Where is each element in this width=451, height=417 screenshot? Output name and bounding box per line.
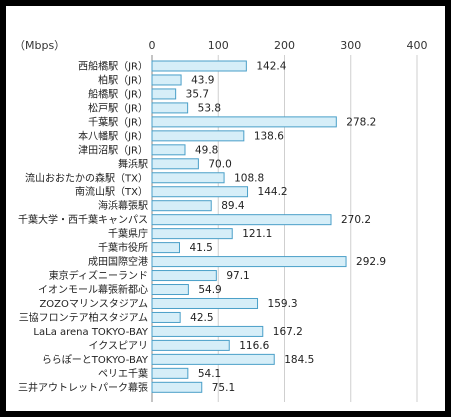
- value-label: 144.2: [258, 186, 288, 198]
- value-label: 75.1: [212, 382, 235, 394]
- value-label: 292.9: [356, 256, 386, 268]
- bar: [151, 200, 212, 212]
- bar: [151, 311, 181, 323]
- category-label: イオンモール幕張新都心: [38, 283, 148, 296]
- bar: [151, 270, 217, 282]
- value-label: 70.0: [208, 158, 231, 170]
- value-label: 159.3: [268, 298, 298, 310]
- bar: [151, 158, 199, 170]
- value-label: 167.2: [273, 326, 303, 338]
- category-label: 南流山駅（TX）: [75, 185, 148, 198]
- value-label: 89.4: [221, 200, 245, 212]
- category-label: 千葉大学・西千葉キャンパス: [18, 213, 148, 226]
- bar: [151, 130, 245, 142]
- category-label: 海浜幕張駅: [98, 199, 148, 212]
- bar: [151, 186, 249, 198]
- category-label: ZOZOマリンスタジアム: [39, 298, 148, 310]
- x-tick-label: 400: [407, 39, 428, 52]
- category-label: 松戸駅（JR）: [88, 101, 148, 114]
- category-label: 千葉市役所: [98, 241, 148, 254]
- category-label: 船橋駅（JR）: [88, 87, 148, 100]
- value-label: 138.6: [254, 130, 284, 142]
- bar: [151, 228, 233, 240]
- value-label: 121.1: [242, 228, 272, 240]
- bar: [151, 381, 203, 393]
- value-label: 53.8: [198, 102, 221, 114]
- value-label: 54.9: [198, 284, 221, 296]
- category-label: 津田沼駅（JR）: [78, 143, 148, 156]
- bar: [151, 60, 247, 72]
- value-label: 278.2: [346, 116, 376, 128]
- category-label: 舞浜駅: [118, 158, 148, 170]
- category-labels: 西船橋駅（JR）柏駅（JR）船橋駅（JR）松戸駅（JR）千葉駅（JR）本八幡駅（…: [18, 60, 149, 394]
- bar: [151, 284, 189, 296]
- bar: [151, 144, 186, 156]
- value-label: 49.8: [195, 144, 218, 156]
- bar: [151, 74, 182, 86]
- bar: [151, 367, 189, 379]
- bar: [151, 297, 259, 309]
- category-label: ペリエ千葉: [98, 367, 148, 380]
- x-tick-label: 0: [149, 39, 156, 52]
- category-label: 流山おおたかの森駅（TX）: [25, 171, 148, 184]
- value-label: 35.7: [186, 88, 209, 100]
- value-label: 41.5: [189, 242, 212, 254]
- bar: [151, 256, 347, 268]
- category-label: 成田国際空港: [88, 255, 148, 268]
- x-axis-ticks: 0 100 200 300 400: [149, 39, 428, 52]
- category-label: ららぽーとTOKYO-BAY: [42, 354, 149, 366]
- category-label: 東京ディズニーランド: [49, 269, 148, 282]
- unit-label: （Mbps）: [14, 39, 65, 52]
- value-label: 108.8: [234, 172, 264, 184]
- category-label: 三井アウトレットパーク幕張: [18, 381, 148, 394]
- category-label: 本八幡駅（JR）: [78, 129, 148, 142]
- bar: [151, 88, 177, 100]
- x-tick-label: 200: [274, 39, 295, 52]
- bar: [151, 172, 225, 184]
- value-label: 116.6: [239, 340, 269, 352]
- category-label: LaLa arena TOKYO-BAY: [33, 327, 148, 338]
- bar: [151, 214, 332, 226]
- bar: [151, 242, 180, 254]
- category-label: 柏駅（JR）: [98, 73, 148, 86]
- value-labels: 142.4 43.9 35.7 53.8 278.2 138.6 49.8 70.0108.8…: [186, 61, 386, 394]
- value-label: 97.1: [226, 270, 249, 282]
- category-label: イクスピアリ: [89, 340, 149, 352]
- x-tick-label: 300: [340, 39, 361, 52]
- chart-panel: （Mbps） 0 100 200 300 400 西船橋駅（JR） 柏駅（JR） 船橋駅（J…: [6, 6, 445, 411]
- category-label: 西船橋駅（JR）: [78, 60, 148, 73]
- value-label: 184.5: [284, 354, 314, 366]
- category-label: 千葉県庁: [108, 227, 148, 240]
- category-label: 千葉駅（JR）: [88, 115, 148, 128]
- bar: [151, 102, 189, 114]
- value-label: 43.9: [191, 74, 214, 86]
- category-label: 三協フロンテア柏スタジアム: [19, 311, 148, 324]
- bar: [151, 339, 230, 351]
- value-label: 142.4: [256, 61, 286, 73]
- bar: [151, 116, 337, 128]
- value-label: 270.2: [341, 214, 371, 226]
- bar: [151, 325, 264, 337]
- bar-chart: （Mbps） 0 100 200 300 400 西船橋駅（JR）柏駅（JR）船橋駅（J…: [14, 39, 428, 402]
- value-label: 54.1: [198, 368, 221, 380]
- value-label: 42.5: [190, 312, 213, 324]
- bars: [151, 60, 347, 393]
- bar: [151, 353, 275, 365]
- x-tick-label: 100: [208, 39, 229, 52]
